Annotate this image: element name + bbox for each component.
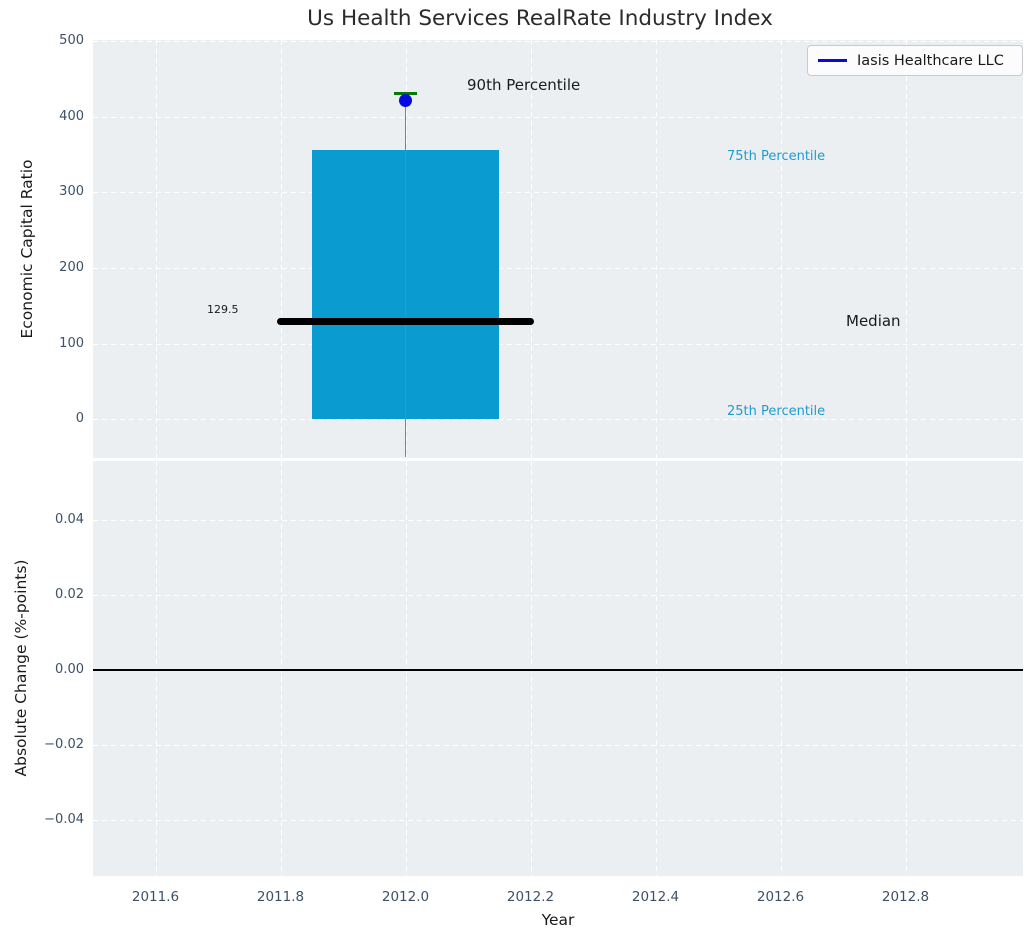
annotation-median: Median (846, 312, 901, 330)
x-gridline (530, 40, 532, 458)
legend-line-sample (818, 59, 847, 62)
x-gridline (780, 40, 782, 458)
annotation-75th-percentile: 75th Percentile (727, 149, 826, 164)
bottom-y-tick-label: 0.00 (55, 662, 84, 677)
top-y-tick-label: 200 (59, 260, 84, 275)
x-tick-label: 2012.0 (381, 889, 430, 905)
x-gridline (905, 40, 907, 458)
top-y-tick-label: 300 (59, 184, 84, 200)
x-gridline (280, 461, 282, 876)
y-gridline (93, 192, 1023, 194)
x-gridline (655, 461, 657, 876)
x-tick-label: 2011.8 (256, 889, 305, 905)
chart-title: Us Health Services RealRate Industry Ind… (307, 6, 773, 31)
top-y-tick-label: 500 (59, 33, 84, 49)
y-gridline (93, 116, 1023, 118)
top-axes-economic-capital-ratio (93, 40, 1023, 458)
x-gridline (155, 40, 157, 458)
x-gridline (530, 461, 532, 876)
bottom-y-tick-label: −0.04 (44, 812, 84, 828)
annotation-25th-percentile: 25th Percentile (727, 404, 826, 419)
top-y-tick-label: 100 (59, 335, 84, 351)
x-tick-label: 2012.6 (756, 889, 805, 905)
company-point (399, 93, 412, 107)
zero-line (93, 669, 1023, 671)
bottom-y-tick-label: 0.02 (55, 586, 84, 602)
bottom-y-tick-label: −0.02 (44, 737, 84, 753)
y-gridline (93, 41, 1023, 43)
median-line (277, 317, 534, 325)
y-gridline (93, 343, 1023, 345)
bottom-y-tick-label: 0.04 (55, 511, 84, 527)
x-gridline (280, 40, 282, 458)
top-y-tick-label: 400 (59, 108, 84, 124)
x-gridline (655, 40, 657, 458)
x-tick-label: 2012.8 (881, 889, 930, 905)
legend: Iasis Healthcare LLC (807, 45, 1023, 76)
bottom-axes-absolute-change (93, 461, 1023, 876)
y-gridline (93, 745, 1023, 747)
y-gridline (93, 268, 1023, 269)
annotation-129-5: 129.5 (207, 303, 239, 316)
p90-cap (394, 91, 417, 95)
x-gridline (405, 461, 407, 876)
y-gridline (93, 519, 1023, 521)
x-gridline (780, 461, 782, 876)
year-vline (404, 100, 407, 457)
y-gridline (93, 419, 1023, 420)
y-gridline (93, 594, 1023, 596)
y-gridline (93, 820, 1023, 822)
x-tick-label: 2012.4 (631, 889, 680, 905)
legend-label: Iasis Healthcare LLC (857, 52, 1004, 69)
x-tick-label: 2012.2 (506, 889, 555, 905)
x-gridline (905, 461, 907, 876)
x-tick-label: 2011.6 (131, 889, 180, 905)
x-axis-label: Year (541, 911, 575, 929)
top-y-tick-label: 0 (75, 411, 84, 426)
x-gridline (155, 461, 157, 876)
annotation-90th-percentile: 90th Percentile (467, 76, 581, 94)
